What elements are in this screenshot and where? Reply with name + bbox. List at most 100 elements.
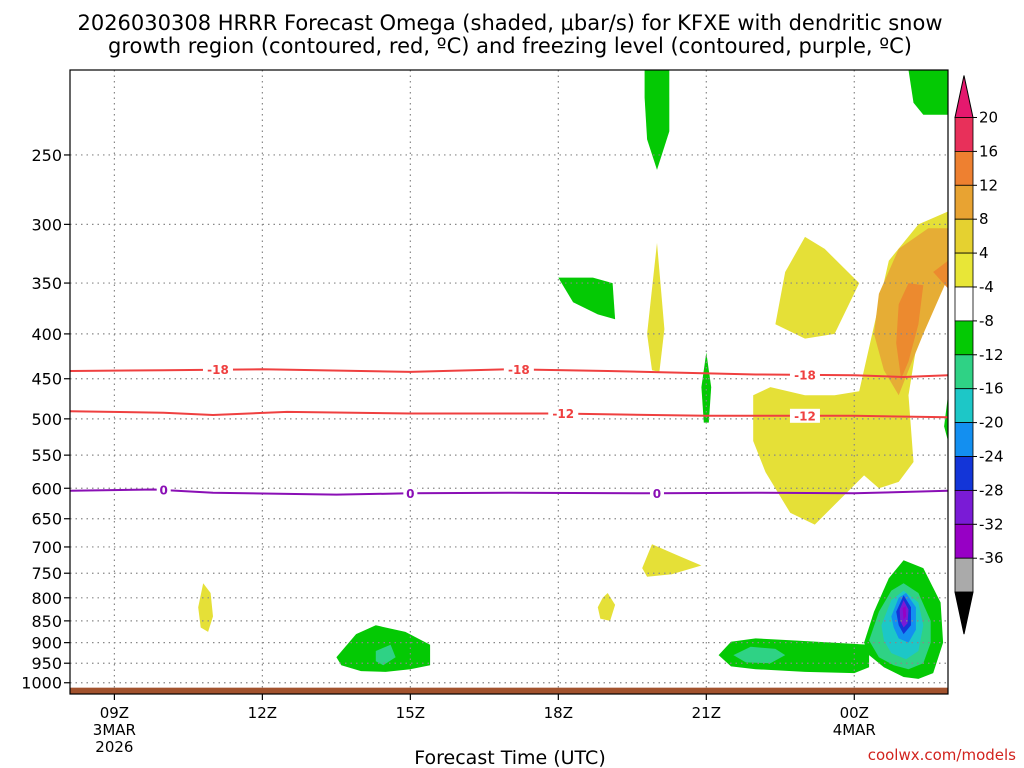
contour-label-bg	[548, 406, 579, 421]
omega-region-1	[775, 236, 860, 339]
ground-layer	[70, 687, 948, 694]
colorbar-label: 12	[979, 176, 998, 194]
x-tick-year: 2026	[95, 738, 133, 756]
colorbar-bin-11	[954, 489, 974, 525]
omega-shading-layer	[198, 70, 948, 679]
y-tick-label: 750	[31, 564, 62, 583]
colorbar-bin-4	[954, 252, 974, 288]
colorbar-label: -36	[979, 549, 1004, 567]
contour-label: 0	[160, 484, 168, 498]
chart-title-line-1: 2026030308 HRRR Forecast Omega (shaded, …	[77, 11, 942, 35]
colorbar-label: -16	[979, 380, 1004, 398]
y-tick-label: 950	[31, 654, 62, 673]
contour-label-bg	[789, 367, 820, 382]
y-axis-ticks: 250 300 350 400 450 500 550 600 650 700 750 800 850 9…	[21, 146, 70, 693]
plot-frame	[69, 69, 949, 695]
y-tick-label: 1000	[21, 674, 62, 693]
contour-label-bg	[789, 408, 820, 423]
y-tick-label: 500	[31, 410, 62, 429]
colorbar-label: 8	[979, 210, 989, 228]
y-tick-label: 800	[31, 589, 62, 608]
contour-label: 0	[406, 487, 414, 501]
x-tick-date: 3MAR	[93, 721, 136, 739]
omega-region-11	[718, 638, 870, 674]
colorbar-label: 20	[979, 109, 998, 127]
y-tick-label: 350	[31, 274, 62, 293]
credit-text: coolwx.com/models	[868, 746, 1016, 764]
colorbar-bin-0	[954, 117, 974, 152]
omega-region-20	[375, 644, 396, 666]
colorbar-top-arrow	[954, 75, 974, 118]
omega-region-4	[933, 260, 948, 289]
omega-region-7	[642, 544, 702, 577]
colorbar-label: -32	[979, 515, 1004, 533]
omega-region-5	[849, 441, 865, 482]
contour-label-bg	[403, 486, 418, 501]
x-tick-label: 15Z	[396, 704, 425, 722]
contour-label: -12	[552, 407, 574, 421]
colorbar-bin-13	[954, 557, 974, 593]
y-tick-label: 250	[31, 146, 62, 165]
colorbar-bin-10	[954, 456, 974, 491]
omega-region-9	[597, 593, 616, 621]
colorbar-label: -28	[979, 481, 1004, 499]
colorbar-bin-2	[954, 184, 974, 220]
contour-label: -18	[794, 368, 816, 382]
contour-label: -18	[207, 363, 229, 377]
contour-label: 0	[653, 487, 661, 501]
omega-region-14	[644, 70, 670, 170]
y-tick-label: 300	[31, 215, 62, 234]
chart-title-line-2: growth region (contoured, red, ºC) and f…	[108, 34, 912, 58]
colorbar-bin-5	[954, 286, 974, 322]
x-tick-date: 4MAR	[833, 721, 876, 739]
x-tick-label: 09Z	[100, 704, 129, 722]
colorbar-label: -4	[979, 278, 994, 296]
freezing-contour-0	[69, 488, 949, 496]
contour-label-bg	[649, 486, 664, 501]
colorbar-label: -8	[979, 312, 994, 330]
colorbar-label: 16	[979, 142, 998, 160]
omega-region-3	[896, 283, 924, 379]
x-tick-label: 21Z	[692, 704, 721, 722]
colorbar-label: 4	[979, 244, 989, 262]
y-tick-label: 900	[31, 634, 62, 653]
colorbar-bin-3	[954, 218, 974, 254]
y-tick-label: 600	[31, 479, 62, 498]
y-tick-label: 450	[31, 370, 62, 389]
contour-layer: -18 -18 -18 -12 -12 0 0 0	[69, 362, 949, 501]
colorbar-bin-1	[954, 150, 974, 186]
contour-label-bg	[156, 483, 171, 498]
y-tick-label: 650	[31, 510, 62, 529]
contour-label-bg	[202, 362, 233, 377]
x-axis-title: Forecast Time (UTC)	[414, 747, 605, 768]
y-tick-label: 850	[31, 612, 62, 631]
omega-region-6	[647, 242, 665, 372]
omega-region-13	[558, 277, 616, 320]
omega-region-8	[198, 583, 213, 632]
y-tick-label: 550	[31, 446, 62, 465]
x-tick-label: 12Z	[248, 704, 277, 722]
colorbar-bin-12	[954, 523, 974, 559]
colorbar-bin-6	[954, 320, 974, 356]
omega-region-16	[908, 70, 948, 115]
colorbar-bin-7	[954, 354, 974, 390]
contour-label-bg	[503, 362, 534, 377]
contour-label: -18	[508, 363, 530, 377]
y-tick-label: 700	[31, 538, 62, 557]
x-tick-label: 18Z	[544, 704, 573, 722]
y-tick-label: 400	[31, 325, 62, 344]
omega-region-19	[733, 646, 786, 664]
colorbar-bin-8	[954, 388, 974, 424]
colorbar-label: -20	[979, 414, 1004, 432]
x-tick-label: 00Z	[840, 704, 869, 722]
colorbar: 20 16 12 8 4 -4 -8 -12 -16 -20 -24 -28 -32 -36	[954, 75, 1004, 635]
contour-label: -12	[794, 409, 816, 423]
omega-region-25	[902, 606, 907, 620]
omega-region-15	[701, 352, 712, 423]
colorbar-bottom-arrow	[954, 591, 974, 635]
colorbar-bin-9	[954, 422, 974, 457]
colorbar-label: -24	[979, 448, 1004, 466]
colorbar-label: -12	[979, 346, 1004, 364]
